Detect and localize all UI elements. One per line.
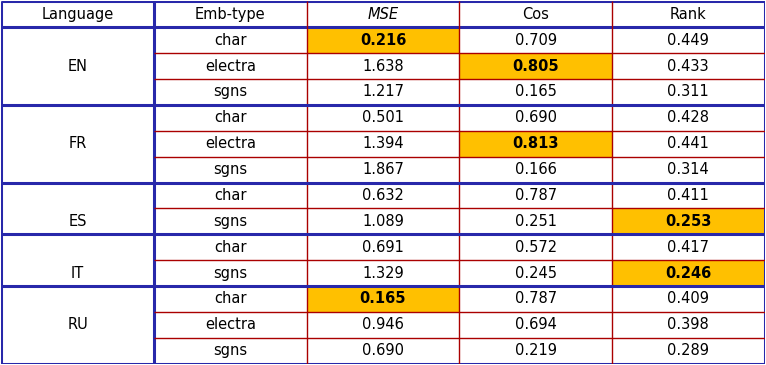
Text: electra: electra [205, 317, 256, 332]
Text: 0.428: 0.428 [667, 110, 709, 125]
Text: 0.411: 0.411 [667, 188, 709, 203]
Text: RU: RU [67, 317, 88, 332]
Bar [612, 260, 764, 286]
Text: 0.253: 0.253 [665, 214, 712, 229]
Text: 1.217: 1.217 [362, 84, 404, 99]
Text: 1.329: 1.329 [362, 266, 404, 281]
Text: 0.311: 0.311 [667, 84, 709, 99]
Text: 0.219: 0.219 [515, 343, 557, 358]
Text: sgns: sgns [213, 343, 247, 358]
Text: 0.572: 0.572 [515, 240, 557, 255]
Text: 0.417: 0.417 [667, 240, 709, 255]
Text: ES: ES [68, 214, 87, 229]
Text: Cos: Cos [522, 7, 549, 22]
Text: 0.813: 0.813 [512, 136, 559, 151]
Text: 0.787: 0.787 [515, 188, 557, 203]
Text: 0.690: 0.690 [515, 110, 557, 125]
Bar [612, 208, 764, 234]
Text: 0.314: 0.314 [667, 162, 709, 177]
Text: 0.398: 0.398 [667, 317, 709, 332]
Text: Rank: Rank [670, 7, 707, 22]
Text: 0.165: 0.165 [515, 84, 557, 99]
Text: sgns: sgns [213, 266, 247, 281]
Text: 0.501: 0.501 [362, 110, 404, 125]
Text: 0.433: 0.433 [667, 58, 709, 74]
Text: 0.245: 0.245 [515, 266, 557, 281]
Text: 0.409: 0.409 [667, 291, 709, 307]
Text: char: char [214, 240, 247, 255]
Text: 1.394: 1.394 [362, 136, 404, 151]
Text: Emb-type: Emb-type [195, 7, 266, 22]
Text: EN: EN [67, 58, 88, 74]
Text: FR: FR [68, 136, 87, 151]
Bar [306, 286, 460, 312]
Text: 0.449: 0.449 [667, 33, 709, 48]
Text: 0.251: 0.251 [515, 214, 557, 229]
Text: 0.709: 0.709 [515, 33, 557, 48]
Text: 0.694: 0.694 [515, 317, 557, 332]
Text: 1.638: 1.638 [362, 58, 404, 74]
Text: 0.787: 0.787 [515, 291, 557, 307]
Text: 1.867: 1.867 [362, 162, 404, 177]
Bar [460, 131, 612, 157]
Text: electra: electra [205, 136, 256, 151]
Text: electra: electra [205, 58, 256, 74]
Text: char: char [214, 291, 247, 307]
Text: 1.089: 1.089 [362, 214, 404, 229]
Text: 0.289: 0.289 [667, 343, 709, 358]
Text: 0.632: 0.632 [362, 188, 404, 203]
Text: 0.946: 0.946 [362, 317, 404, 332]
Text: char: char [214, 188, 247, 203]
Text: char: char [214, 110, 247, 125]
Text: IT: IT [71, 266, 84, 281]
Text: Language: Language [41, 7, 114, 22]
Bar [460, 53, 612, 79]
Text: sgns: sgns [213, 84, 247, 99]
Text: sgns: sgns [213, 214, 247, 229]
Text: MSE: MSE [368, 7, 398, 22]
Text: char: char [214, 33, 247, 48]
Text: 0.165: 0.165 [360, 291, 406, 307]
Bar [306, 27, 460, 53]
Text: 0.216: 0.216 [360, 33, 406, 48]
Text: 0.805: 0.805 [512, 58, 559, 74]
Text: 0.441: 0.441 [667, 136, 709, 151]
Text: 0.691: 0.691 [362, 240, 404, 255]
Text: sgns: sgns [213, 162, 247, 177]
Text: 0.246: 0.246 [665, 266, 712, 281]
Text: 0.166: 0.166 [515, 162, 557, 177]
Text: 0.690: 0.690 [362, 343, 404, 358]
